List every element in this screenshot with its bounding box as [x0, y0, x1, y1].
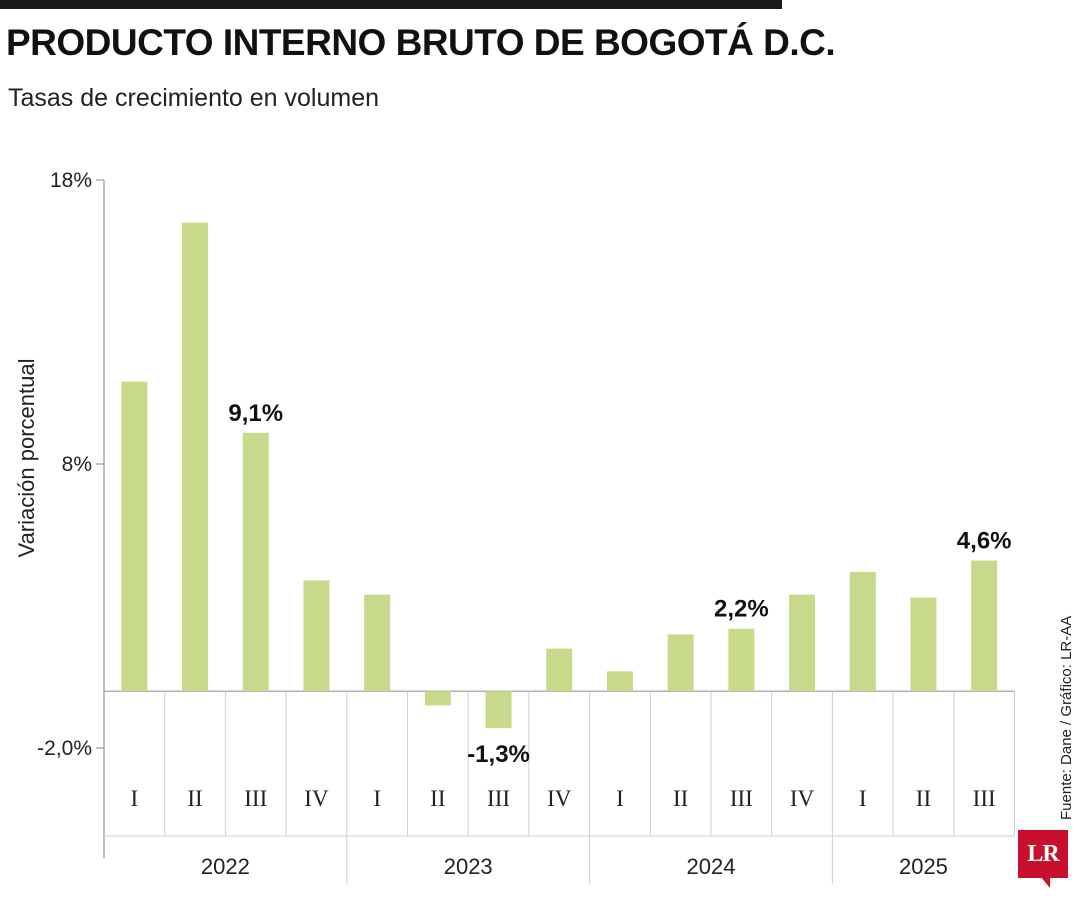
bar: [485, 691, 512, 729]
quarter-label: IV: [547, 786, 572, 811]
lr-logo: LR: [1018, 830, 1068, 878]
data-label: 9,1%: [228, 400, 283, 427]
quarter-label: I: [859, 786, 867, 811]
bar: [303, 580, 330, 692]
bar: [910, 597, 937, 692]
year-label: 2025: [899, 854, 948, 879]
quarter-label: II: [430, 786, 445, 811]
bar: [424, 691, 451, 706]
source-note: Fuente: Dane / Gráfico: LR-AA: [1058, 615, 1075, 820]
top-rule: [0, 0, 782, 9]
quarter-label: II: [187, 786, 202, 811]
bar: [364, 594, 391, 692]
y-tick-label: 18%: [50, 169, 92, 192]
quarter-label: II: [673, 786, 688, 811]
quarter-label: III: [487, 786, 510, 811]
year-label: 2023: [444, 854, 493, 879]
bar: [728, 628, 755, 692]
bar: [789, 594, 816, 692]
data-label: -1,3%: [467, 741, 530, 768]
quarter-label: IV: [790, 786, 815, 811]
bar: [242, 432, 269, 692]
y-axis-label: Variación porcentual: [14, 359, 39, 558]
bar: [849, 571, 876, 692]
y-tick-label: -2,0%: [37, 737, 92, 760]
quarter-label: II: [916, 786, 931, 811]
lr-logo-tail: [1040, 876, 1050, 888]
year-label: 2022: [201, 854, 250, 879]
bar: [182, 222, 209, 692]
quarter-label: I: [373, 786, 381, 811]
bar: [606, 671, 633, 692]
quarter-label: I: [131, 786, 139, 811]
quarter-label: III: [730, 786, 753, 811]
chart-subtitle: Tasas de crecimiento en volumen: [8, 84, 380, 112]
quarter-label: I: [616, 786, 624, 811]
year-label: 2024: [687, 854, 736, 879]
data-label: 4,6%: [957, 528, 1012, 555]
quarter-label: III: [244, 786, 267, 811]
chart-title: PRODUCTO INTERNO BRUTO DE BOGOTÁ D.C.: [6, 22, 836, 63]
bar: [971, 560, 998, 692]
y-tick-label: 8%: [62, 453, 92, 476]
quarter-label: III: [973, 786, 996, 811]
bar: [121, 381, 148, 692]
bar: [546, 648, 573, 692]
quarter-label: IV: [304, 786, 329, 811]
data-label: 2,2%: [714, 596, 769, 623]
bar: [667, 634, 694, 692]
